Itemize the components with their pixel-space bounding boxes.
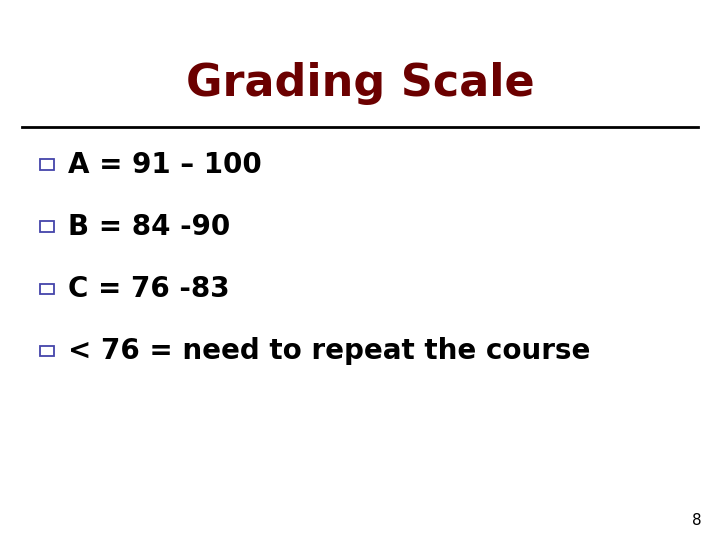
FancyBboxPatch shape: [40, 284, 54, 294]
FancyBboxPatch shape: [40, 346, 54, 356]
Text: Grading Scale: Grading Scale: [186, 62, 534, 105]
Text: A = 91 – 100: A = 91 – 100: [68, 151, 262, 179]
Text: C = 76 -83: C = 76 -83: [68, 275, 230, 303]
Text: < 76 = need to repeat the course: < 76 = need to repeat the course: [68, 337, 591, 365]
FancyBboxPatch shape: [40, 221, 54, 232]
Text: B = 84 -90: B = 84 -90: [68, 213, 230, 241]
Text: 8: 8: [693, 513, 702, 528]
FancyBboxPatch shape: [40, 159, 54, 170]
